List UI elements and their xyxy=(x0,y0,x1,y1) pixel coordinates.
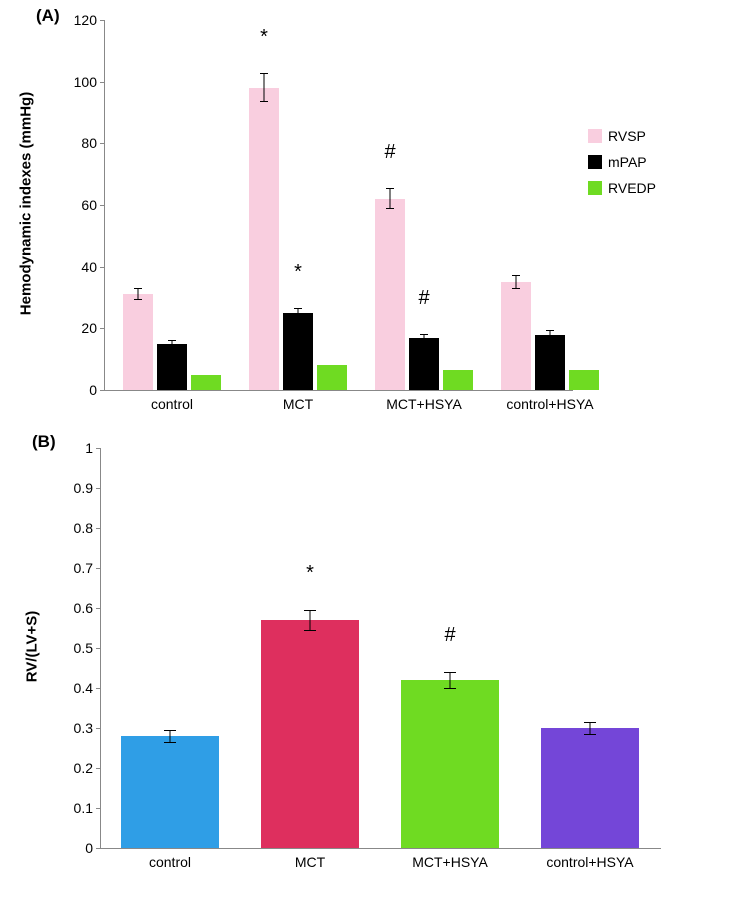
panel-b-bar xyxy=(541,728,639,848)
panel-a-legend: RVSP mPAP RVEDP xyxy=(588,128,656,206)
panel-b-ytick-label: 0.9 xyxy=(74,480,101,496)
panel-a-errorcap xyxy=(512,275,520,276)
panel-a-bar xyxy=(123,294,153,390)
panel-a-bar xyxy=(317,365,347,390)
panel-b-bar xyxy=(121,736,219,848)
panel-a-errorcap xyxy=(134,299,142,300)
panel-b-label: (B) xyxy=(32,432,56,452)
legend-swatch xyxy=(588,181,602,195)
panel-a-bar xyxy=(535,335,565,391)
legend-swatch xyxy=(588,155,602,169)
panel-a-xtick-label: control xyxy=(151,390,193,412)
panel-a-plot: 020406080100120controlMCT**MCT+HSYA##con… xyxy=(104,20,573,391)
panel-a-ytick-label: 60 xyxy=(81,197,105,213)
panel-a-errorcap xyxy=(260,73,268,74)
panel-a-errorcap xyxy=(168,340,176,341)
panel-a-sig-marker: * xyxy=(260,26,268,49)
panel-a-bar xyxy=(191,375,221,390)
panel-a-bar xyxy=(501,282,531,390)
panel-a-ytick-label: 80 xyxy=(81,135,105,151)
panel-b-errorbar xyxy=(450,672,451,688)
panel-a-xtick-label: MCT xyxy=(283,390,313,412)
panel-b-ytick-label: 0.7 xyxy=(74,560,101,576)
figure-root: (A) 0 20 40 60 80 100 120 control MCT * * MCT+HSYA # #… xyxy=(0,0,736,907)
panel-a-errorbar xyxy=(390,189,391,209)
panel-a-errorcap xyxy=(294,308,302,309)
panel-b-errorcap xyxy=(584,722,596,723)
panel-a-bar xyxy=(569,370,599,390)
panel-b-ytick-label: 0 xyxy=(85,840,101,856)
panel-a-errorcap xyxy=(546,330,554,331)
panel-b-errorcap xyxy=(304,610,316,611)
panel-b-xtick-label: control+HSYA xyxy=(546,848,633,870)
panel-b-xtick-label: MCT xyxy=(295,848,325,870)
panel-b-ytick-label: 1 xyxy=(85,440,101,456)
panel-a-bar xyxy=(443,370,473,390)
panel-b-yaxis-label: RV/(LV+S) xyxy=(24,547,41,747)
panel-a-errorcap xyxy=(512,288,520,289)
panel-a-errorcap xyxy=(420,340,428,341)
panel-b-ytick-label: 0.5 xyxy=(74,640,101,656)
panel-a-errorcap xyxy=(260,101,268,102)
panel-a-ytick-label: 0 xyxy=(89,382,105,398)
panel-b-errorcap xyxy=(164,730,176,731)
panel-b-ytick-label: 0.2 xyxy=(74,760,101,776)
panel-b-sig-marker: # xyxy=(444,624,455,647)
panel-b-errorcap xyxy=(304,630,316,631)
legend-label: RVSP xyxy=(608,128,646,144)
panel-a-yaxis-label: Hemodynamic indexes (mmHg) xyxy=(18,54,35,354)
legend-item: mPAP xyxy=(588,154,656,170)
legend-swatch xyxy=(588,129,602,143)
panel-b-xtick-label: control xyxy=(149,848,191,870)
panel-a-bar xyxy=(283,313,313,390)
panel-a-errorbar xyxy=(264,74,265,102)
panel-a-ytick-label: 40 xyxy=(81,259,105,275)
panel-a-errorcap xyxy=(134,288,142,289)
legend-item: RVSP xyxy=(588,128,656,144)
panel-b-ytick-label: 0.3 xyxy=(74,720,101,736)
panel-b-bar xyxy=(401,680,499,848)
panel-b-errorcap xyxy=(584,734,596,735)
panel-b-ytick-label: 0.6 xyxy=(74,600,101,616)
panel-a-errorcap xyxy=(420,334,428,335)
panel-b-ytick-label: 0.8 xyxy=(74,520,101,536)
panel-a-xtick-label: MCT+HSYA xyxy=(386,390,462,412)
panel-a-errorcap xyxy=(546,338,554,339)
panel-a-errorcap xyxy=(168,346,176,347)
panel-a-sig-marker: # xyxy=(418,287,429,310)
panel-b-errorcap xyxy=(444,672,456,673)
panel-a-bar xyxy=(157,344,187,390)
panel-a-label: (A) xyxy=(36,6,60,26)
panel-a-errorcap xyxy=(386,188,394,189)
panel-b-plot: 00.10.20.30.40.50.60.70.80.91control*MCT… xyxy=(100,448,661,849)
panel-a-ytick-label: 20 xyxy=(81,320,105,336)
panel-a-bar xyxy=(375,199,405,390)
panel-b-ytick-label: 0.1 xyxy=(74,800,101,816)
panel-a-sig-marker: * xyxy=(294,261,302,284)
panel-b-errorcap xyxy=(164,742,176,743)
panel-b-errorbar xyxy=(170,730,171,742)
panel-a-errorcap xyxy=(386,208,394,209)
legend-label: mPAP xyxy=(608,154,647,170)
panel-b-ytick-label: 0.4 xyxy=(74,680,101,696)
panel-b-errorbar xyxy=(590,722,591,734)
panel-a-bar xyxy=(409,338,439,390)
panel-b-sig-marker: * xyxy=(306,562,314,585)
panel-b-errorcap xyxy=(444,688,456,689)
panel-b-errorbar xyxy=(310,610,311,630)
panel-a-xtick-label: control+HSYA xyxy=(506,390,593,412)
panel-a-errorcap xyxy=(294,316,302,317)
legend-item: RVEDP xyxy=(588,180,656,196)
legend-label: RVEDP xyxy=(608,180,656,196)
panel-a-ytick-label: 120 xyxy=(74,12,105,28)
panel-a-errorbar xyxy=(138,289,139,300)
panel-b-xtick-label: MCT+HSYA xyxy=(412,848,488,870)
panel-b-bar xyxy=(261,620,359,848)
panel-a-errorbar xyxy=(516,276,517,288)
panel-a-bar xyxy=(249,88,279,390)
panel-a-ytick-label: 100 xyxy=(74,74,105,90)
panel-a-sig-marker: # xyxy=(384,141,395,164)
